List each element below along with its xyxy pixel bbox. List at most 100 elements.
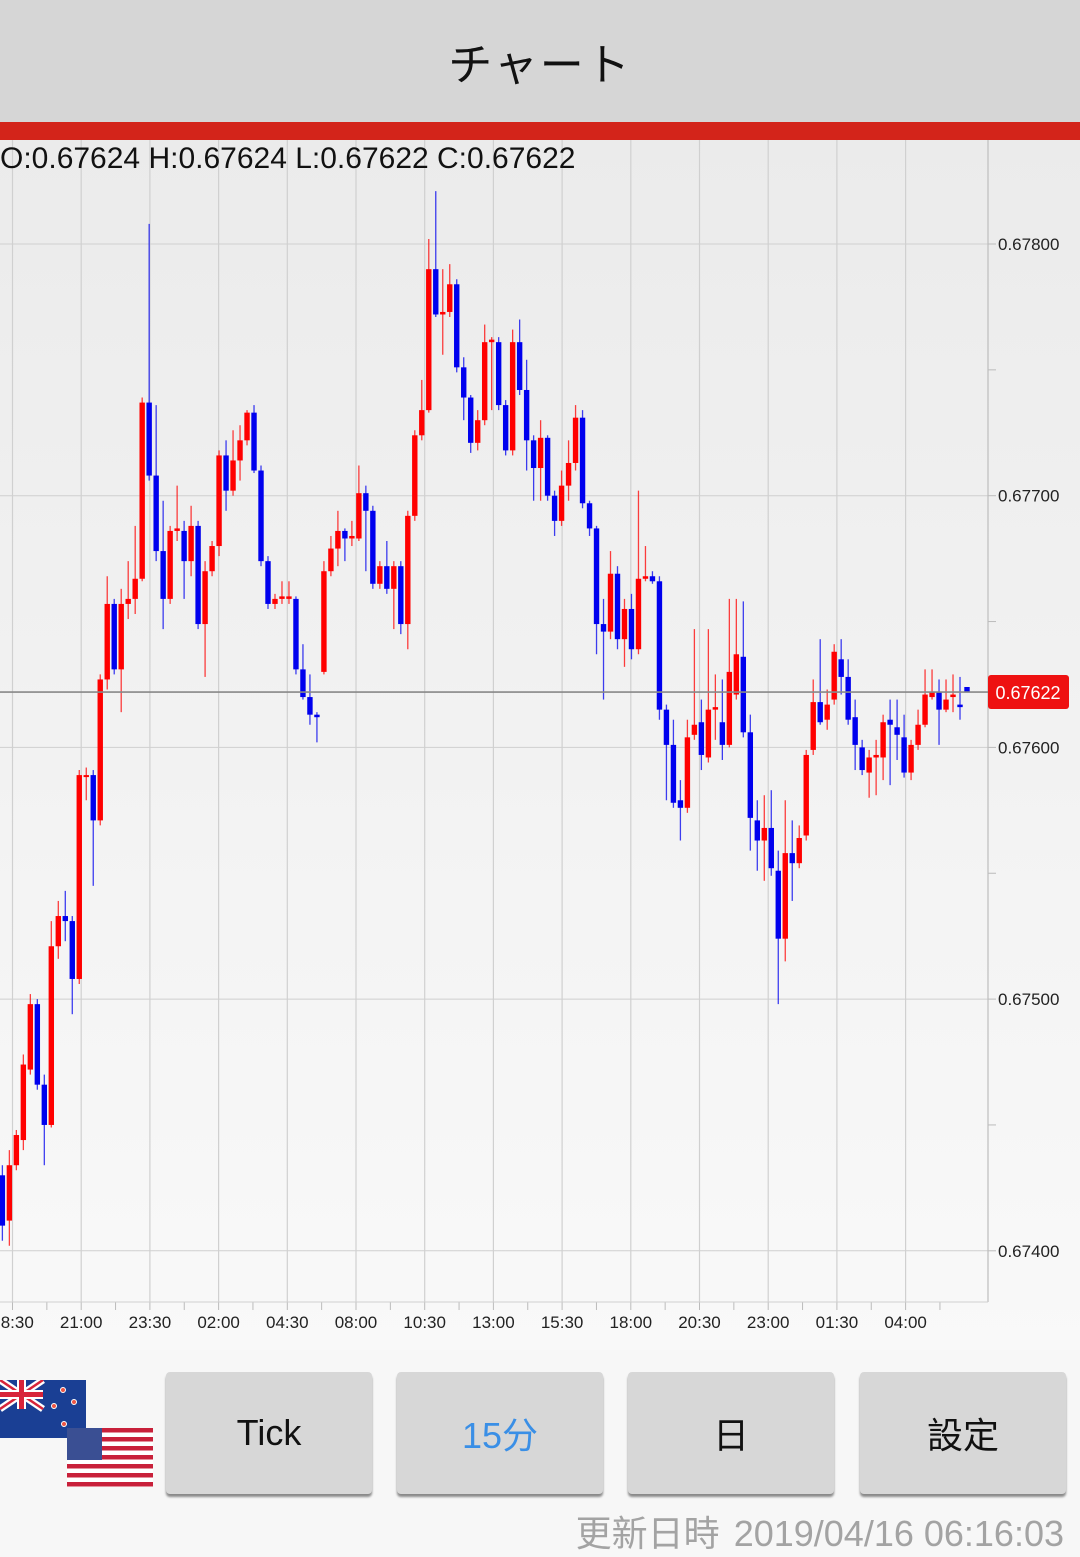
candle-body [656,581,663,710]
candle-body [565,462,572,486]
candle-body [223,455,229,491]
candle-body [153,475,159,552]
candle [384,541,390,594]
candle-body [775,870,781,939]
last-updated-value: 2019/04/16 06:16:03 [733,1513,1064,1554]
candle [391,561,397,630]
candle-body [349,535,355,539]
settings-button[interactable]: 設定 [860,1372,1066,1494]
candle-body [600,624,607,632]
chart-grid [0,140,988,1302]
candle-body [761,827,767,841]
candle-body [789,853,795,864]
candle [230,430,236,496]
candle-body [279,596,285,599]
candle-body [866,757,872,773]
candle [572,405,579,471]
candle [481,324,488,426]
ohlc-readout: O:0.67624 H:0.67624 L:0.67622 C:0.67622 [0,142,576,175]
y-tick-label: 0.67800 [998,235,1059,254]
candle-body [782,853,788,939]
candle [502,400,509,456]
candle-body [272,598,278,604]
candle [544,435,551,501]
candle [691,629,698,740]
candle [363,485,369,572]
candle [684,719,691,813]
candle-body [286,596,292,599]
candle [747,714,754,851]
candle [426,238,432,413]
candle-body [265,561,271,604]
candle-body [502,405,509,451]
candle-body [258,470,264,562]
y-tick-label: 0.67500 [998,990,1059,1009]
candle [754,800,760,871]
candle-body [83,775,89,778]
candle-body [321,571,327,672]
candle-body [356,493,362,539]
candle-body [768,827,774,869]
candle [76,770,82,984]
tick-button[interactable]: Tick [166,1372,372,1494]
candle-body [363,493,369,511]
x-tick-label: 23:30 [129,1313,172,1332]
candle [258,465,264,567]
candle [796,825,802,869]
daily-button[interactable]: 日 [628,1372,834,1494]
candle-body [202,571,208,625]
candle-body [125,598,131,604]
candle-body [523,389,530,441]
candle-body [544,437,551,496]
candle-body [6,1165,13,1221]
candle-body [572,417,579,463]
candle [915,709,921,750]
candle [90,770,96,886]
candle-body [370,510,376,584]
candle-body [188,525,194,562]
y-tick-label: 0.67700 [998,487,1059,506]
candle [628,593,635,660]
candle-body [335,530,341,549]
candle [782,800,788,962]
candle [195,520,201,630]
candle [824,689,830,730]
candle-body [139,402,145,579]
candle [803,749,809,841]
candle [272,593,278,609]
candle-body [34,1004,41,1085]
x-tick-label: 08:00 [335,1313,378,1332]
candle-body [908,744,914,773]
candle [516,319,523,396]
candle [342,528,348,562]
15min-button[interactable]: 15分 [397,1372,603,1494]
candlestick-chart[interactable]: 0.67800 0.67700 0.67600 0.67500 0.67400 18:30… [0,0,1080,1350]
candle [398,561,404,635]
last-updated-label: 更新日時 [575,1513,720,1554]
candle-body [635,578,642,650]
x-tick-label: 20:30 [678,1313,721,1332]
candle [922,669,928,728]
candle [0,1165,6,1241]
candle-body [76,775,82,979]
candle [160,500,166,630]
candle [964,686,970,693]
candle-body [384,566,390,589]
candle-body [922,694,928,725]
candle-body [468,397,474,443]
candle-body [684,737,691,808]
candle [125,561,131,620]
candle [132,525,138,614]
candle-body [607,573,614,632]
candle-body [90,775,96,821]
candle [586,500,593,536]
candle-body [216,455,222,547]
candle [831,644,837,705]
candle-body [733,654,740,695]
candle [223,440,229,511]
candle-body [712,707,719,710]
candle-body [852,717,858,745]
candle [97,674,103,826]
candle-body [181,530,187,562]
candle [412,430,418,521]
